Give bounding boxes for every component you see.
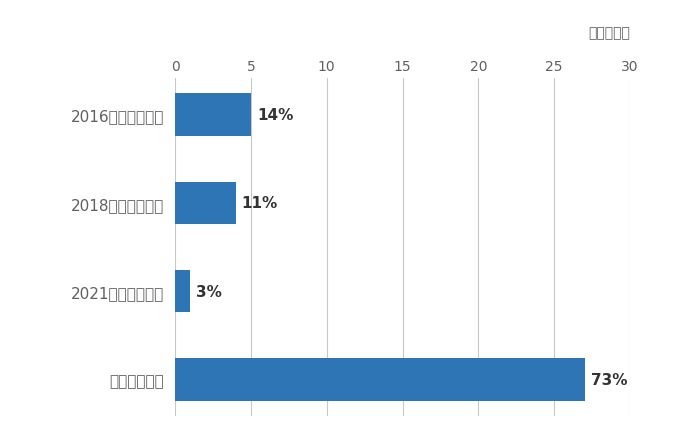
Text: 14%: 14% <box>257 108 293 123</box>
Bar <box>175 358 584 401</box>
Bar <box>175 270 190 313</box>
Bar <box>175 182 236 225</box>
Bar <box>175 94 251 137</box>
Text: （企業数）: （企業数） <box>588 26 630 40</box>
Text: 3%: 3% <box>196 284 222 299</box>
Text: 11%: 11% <box>241 196 278 211</box>
Text: 73%: 73% <box>591 372 627 387</box>
